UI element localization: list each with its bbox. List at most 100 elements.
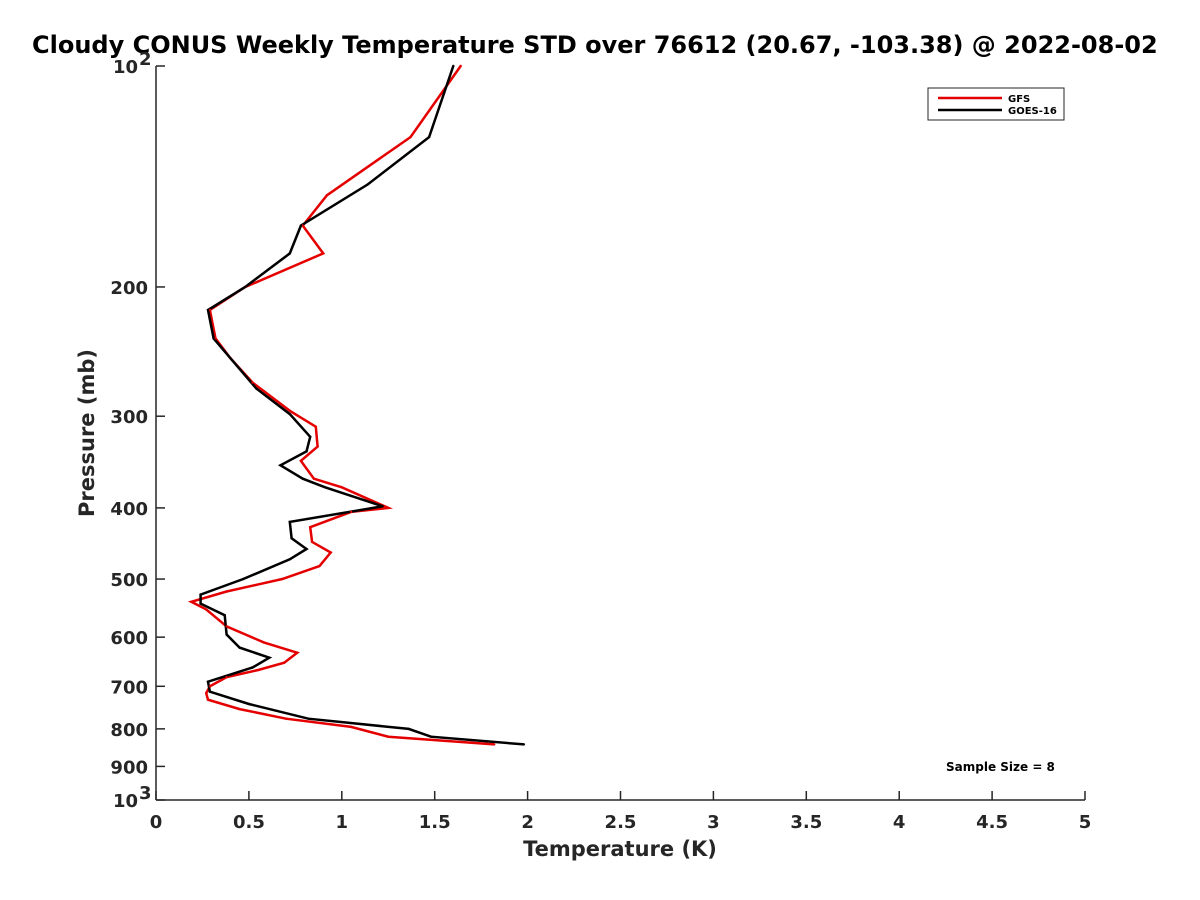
data-point-goes-16 [206,308,210,312]
data-point-goes-16 [452,64,455,68]
data-point-goes-16 [407,727,410,731]
data-point-goes-16 [225,633,228,636]
data-point-goes-16 [279,464,282,467]
data-point-goes-16 [429,735,433,738]
x-tick-label: 3.5 [790,812,822,833]
x-tick-label: 4 [893,812,906,833]
axes-frame [156,66,1085,800]
x-tick-label: 0 [150,812,163,833]
data-point-gfs [214,337,217,340]
data-point-goes-16 [309,435,312,438]
data-point-goes-16 [427,135,431,139]
data-point-gfs [284,717,288,720]
data-point-goes-16 [255,387,258,390]
data-point-gfs [493,743,496,746]
data-point-gfs [329,551,332,554]
y-tick-label: 900 [110,757,148,778]
x-tick-label: 4.5 [976,812,1008,833]
data-point-goes-16 [208,690,212,693]
data-point-goes-16 [288,520,291,524]
data-point-gfs [325,194,329,197]
data-point-goes-16 [307,717,310,720]
legend: GFS GOES-16 [927,87,1065,121]
legend-label-gfs: GFS [1008,94,1030,105]
x-tick-label: 1.5 [419,812,451,833]
legend-box [927,87,1065,121]
data-point-gfs [387,506,390,510]
y-tick-label: 10 [113,791,138,812]
data-point-gfs [316,445,319,448]
data-point-goes-16 [242,577,245,581]
data-point-goes-16 [323,486,327,489]
data-point-gfs [251,381,254,384]
data-point-gfs [288,409,291,412]
legend-label-goes-16: GOES-16 [1008,106,1057,117]
y-tick-exponent: 3 [139,783,152,804]
data-point-goes-16 [290,537,293,540]
y-tick-label: 800 [110,720,148,741]
data-point-gfs [208,685,212,688]
data-point-gfs [318,564,321,568]
data-point-goes-16 [268,656,271,659]
data-point-goes-16 [305,450,308,453]
data-point-goes-16 [251,666,254,669]
data-point-goes-16 [199,602,202,605]
data-point-gfs [312,477,316,480]
data-point-goes-16 [522,743,526,746]
data-point-gfs [281,577,284,581]
x-tick-label: 3 [707,812,720,833]
x-tick-label: 0.5 [233,812,265,833]
data-point-gfs [257,668,260,672]
data-point-gfs [301,224,304,227]
data-point-gfs [206,698,210,701]
data-point-goes-16 [229,356,232,360]
data-point-gfs [340,486,343,489]
data-point-goes-16 [212,337,215,340]
data-point-gfs [225,625,228,628]
x-tick-label: 2.5 [605,812,637,833]
data-point-gfs [225,675,228,679]
data-point-goes-16 [199,593,202,596]
data-point-goes-16 [223,614,226,617]
y-tick-label: 300 [110,407,148,428]
x-tick-label: 1 [336,812,349,833]
data-point-gfs [190,600,193,603]
data-point-goes-16 [288,558,291,561]
data-point-goes-16 [206,680,210,683]
y-tick-label: 500 [110,570,148,591]
chart-title: Cloudy CONUS Weekly Temperature STD over… [32,31,1158,59]
data-point-gfs [238,707,241,711]
y-tick-exponent: 2 [139,49,152,70]
series-line-goes-16 [199,65,525,746]
data-point-gfs [296,651,299,654]
data-point-goes-16 [381,505,384,508]
data-point-goes-16 [238,646,241,649]
data-point-goes-16 [299,224,303,227]
x-tick-label: 5 [1079,812,1092,833]
x-tick-label: 2 [521,812,534,833]
data-point-gfs [205,608,208,611]
data-point-gfs [225,590,228,593]
data-point-gfs [309,526,312,529]
y-tick-label: 10 [113,57,138,78]
y-tick-label: 200 [110,278,148,299]
data-point-gfs [349,510,353,514]
y-tick-label: 400 [110,499,148,520]
data-point-goes-16 [244,285,247,289]
data-point-goes-16 [247,702,251,706]
data-point-gfs [387,735,390,738]
data-point-gfs [299,459,303,462]
x-axis-label: Temperature (K) [523,837,717,861]
data-point-gfs [310,540,314,544]
data-point-gfs [283,661,286,664]
data-point-goes-16 [301,477,304,480]
sample-size-annotation: Sample Size = 8 [946,760,1055,774]
y-axis-label: Pressure (mb) [75,349,99,517]
data-point-gfs [349,725,353,729]
data-point-gfs [208,308,212,312]
data-point-gfs [409,135,412,139]
data-point-goes-16 [288,412,291,416]
data-point-gfs [314,425,317,428]
data-point-gfs [262,641,265,644]
